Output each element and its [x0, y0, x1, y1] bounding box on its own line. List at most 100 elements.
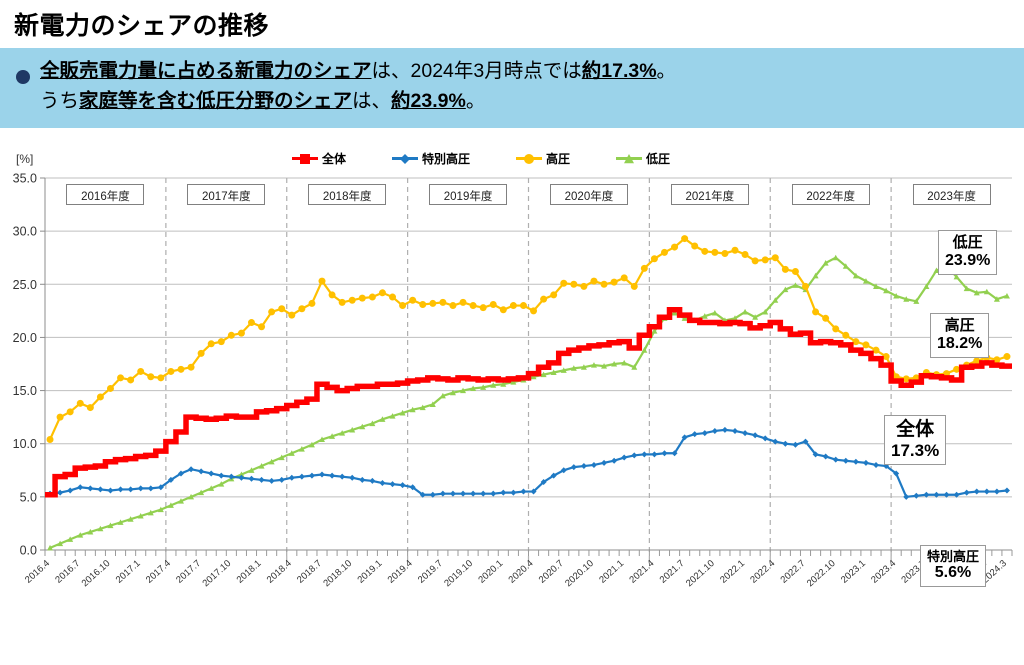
data-point-triangle	[933, 267, 940, 274]
data-point-diamond	[852, 458, 859, 465]
data-point-diamond	[963, 489, 970, 496]
data-point-circle	[247, 319, 255, 327]
data-point-circle	[671, 243, 679, 251]
data-point-diamond	[349, 474, 356, 481]
data-point-diamond	[701, 430, 708, 437]
data-point-circle	[378, 289, 386, 297]
data-point-circle	[771, 254, 779, 262]
data-point-circle	[550, 291, 558, 299]
data-point-triangle	[681, 315, 688, 321]
legend-item-高圧[interactable]: 高圧	[516, 150, 570, 167]
x-axis-tick-label: 2018.4	[265, 558, 294, 586]
data-point-diamond	[510, 489, 517, 496]
banner-text-block: 全販売電力量に占める新電力のシェアは、2024年3月時点では約17.3%。 うち…	[40, 56, 1015, 116]
data-point-triangle	[963, 285, 970, 292]
legend-item-特別高圧[interactable]: 特別高圧	[392, 150, 470, 167]
data-point-triangle	[832, 254, 839, 261]
data-point-circle	[147, 373, 155, 381]
data-point-triangle	[359, 423, 366, 430]
data-point-circle	[489, 300, 497, 308]
banner-line1-emph: 全販売電力量に占める新電力のシェア	[40, 60, 372, 82]
data-point-circle	[237, 329, 245, 337]
x-axis-tick-label: 2018.10	[321, 558, 354, 589]
x-axis-tick-label: 2021.7	[658, 558, 687, 586]
x-axis-tick-label: 2022.10	[805, 558, 838, 589]
callout-series-value: 17.3%	[891, 441, 940, 461]
data-point-diamond	[953, 491, 960, 498]
data-point-triangle	[893, 292, 900, 299]
data-point-circle	[459, 298, 467, 306]
data-point-triangle	[792, 282, 799, 288]
x-axis-tick-label: 2016.10	[80, 558, 113, 589]
data-point-diamond	[409, 484, 416, 491]
data-point-circle	[701, 247, 709, 255]
fiscal-year-box: 2020年度	[549, 184, 628, 205]
chart-legend: 全体 特別高圧 高圧 低圧	[292, 150, 670, 167]
data-point-triangle	[601, 363, 608, 369]
x-axis-tick-label: 2019.7	[416, 558, 445, 586]
data-point-circle	[157, 374, 165, 382]
y-axis-tick-label: 10.0	[13, 437, 37, 451]
data-point-circle	[519, 302, 527, 310]
legend-circle-icon	[523, 153, 535, 165]
legend-swatch-line	[392, 153, 419, 164]
data-point-circle	[197, 349, 205, 357]
data-point-diamond	[298, 473, 305, 480]
page-title: 新電力のシェアの推移	[14, 12, 270, 40]
data-point-triangle	[97, 525, 104, 532]
data-point-triangle	[580, 364, 587, 370]
legend-label: 高圧	[546, 152, 571, 166]
data-point-circle	[650, 255, 658, 263]
y-axis-tick-label: 30.0	[13, 225, 37, 239]
data-point-circle	[741, 251, 749, 259]
data-point-diamond	[802, 438, 809, 445]
data-point-circle	[570, 280, 578, 288]
legend-label: 特別高圧	[422, 152, 471, 166]
data-point-diamond	[167, 476, 174, 483]
series-特別高圧	[47, 426, 1010, 500]
x-axis-tick-label: 2019.4	[386, 558, 415, 586]
data-point-diamond	[641, 451, 648, 458]
data-point-triangle	[308, 441, 315, 448]
x-axis-tick-label: 2020.4	[507, 558, 536, 586]
banner-line2-end: 。	[465, 90, 486, 112]
data-point-triangle	[389, 413, 396, 419]
data-point-circle	[479, 304, 487, 312]
data-point-triangle	[772, 297, 779, 303]
data-point-diamond	[87, 485, 94, 492]
data-point-triangle	[177, 498, 184, 504]
data-point-triangle	[903, 296, 910, 302]
x-axis-tick-label: 2022.4	[748, 558, 777, 586]
legend-item-全体[interactable]: 全体	[292, 150, 346, 167]
data-point-circle	[953, 365, 961, 373]
data-point-diamond	[117, 486, 124, 493]
data-point-triangle	[923, 283, 930, 289]
data-point-triangle	[913, 298, 920, 304]
data-point-circle	[620, 274, 628, 282]
data-point-diamond	[590, 461, 597, 468]
data-point-triangle	[107, 522, 114, 529]
data-point-triangle	[77, 532, 84, 538]
data-point-triangle	[248, 467, 255, 473]
data-point-diamond	[439, 490, 446, 497]
legend-item-低圧[interactable]: 低圧	[616, 150, 670, 167]
data-point-diamond	[248, 475, 255, 482]
data-point-diamond	[137, 485, 144, 492]
fiscal-year-box: 2016年度	[66, 184, 145, 205]
data-point-diamond	[661, 450, 668, 457]
data-point-triangle	[731, 315, 738, 321]
data-point-triangle	[742, 308, 749, 315]
callout-series-name: 特別高圧	[927, 549, 980, 564]
data-point-circle	[258, 323, 266, 331]
data-point-circle	[298, 305, 306, 313]
data-point-diamond	[198, 468, 205, 475]
data-point-circle	[96, 393, 104, 401]
legend-swatch-line	[516, 153, 543, 164]
data-point-circle	[580, 282, 588, 290]
data-point-triangle	[409, 406, 416, 413]
data-point-triangle	[188, 493, 195, 500]
data-point-diamond	[731, 427, 738, 434]
data-point-circle	[812, 308, 820, 316]
y-axis-tick-label: 35.0	[13, 172, 37, 186]
data-point-diamond	[993, 488, 1000, 495]
